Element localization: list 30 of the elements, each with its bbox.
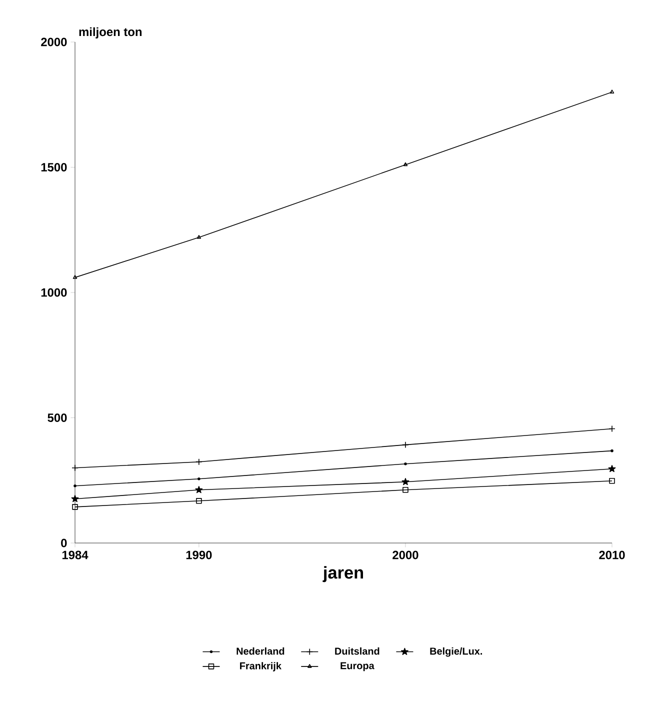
y-tick-label: 500 [48, 414, 67, 422]
point [403, 162, 408, 166]
point [71, 495, 79, 502]
x-tick-label: 2010 [599, 550, 625, 560]
y-axis-title: miljoen ton [79, 27, 142, 38]
point [608, 425, 616, 432]
point [402, 441, 409, 448]
x-tick-label: 2000 [392, 550, 418, 560]
x-tick-label: 1984 [62, 550, 88, 560]
legend-label: Nederland [236, 647, 284, 655]
point [196, 458, 202, 466]
point [609, 478, 615, 484]
y-tick-label: 1000 [41, 288, 67, 297]
legend-label: Europa [340, 662, 374, 672]
legend-label: Belgie/Lux. [430, 647, 482, 657]
legend-label: Duitsland [335, 647, 380, 655]
x-axis-title: jaren [322, 566, 364, 582]
point [195, 486, 203, 494]
y-tick-label: 0 [61, 538, 67, 548]
y-tick-label: 2000 [41, 38, 67, 46]
point [72, 464, 78, 472]
point [608, 464, 616, 472]
x-tick-label: 1990 [186, 550, 212, 560]
point [196, 498, 202, 504]
point [402, 478, 410, 486]
y-tick-label: 1500 [41, 163, 67, 172]
point [196, 234, 202, 239]
point [72, 504, 78, 510]
legend-label: Frankrijk [240, 662, 282, 672]
point [402, 487, 408, 493]
